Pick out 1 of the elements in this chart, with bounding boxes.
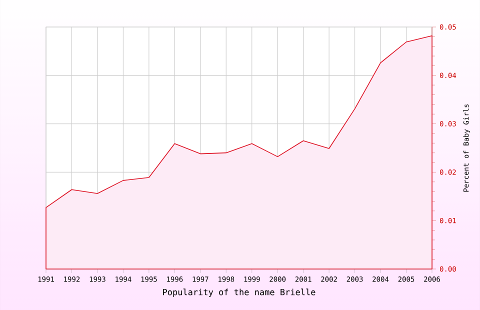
x-axis-title: Popularity of the name Brielle bbox=[163, 288, 316, 297]
